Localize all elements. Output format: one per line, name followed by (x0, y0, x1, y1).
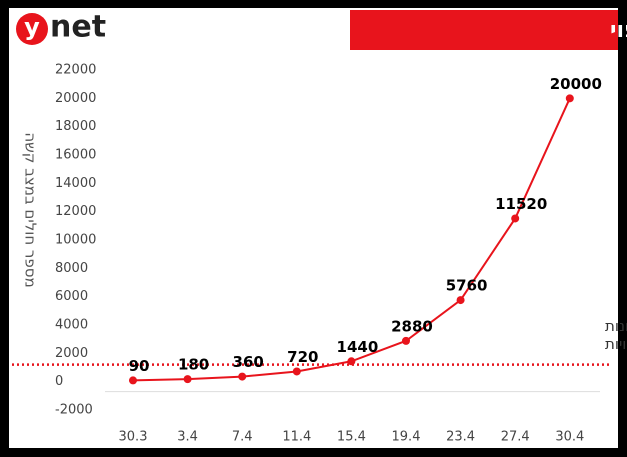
value-label: 11520 (495, 195, 547, 213)
x-tick-label: 15.4 (337, 430, 366, 445)
panel (9, 8, 618, 448)
value-label: 2880 (391, 317, 433, 335)
y-tick-label: 22000 (55, 63, 96, 78)
y-tick-label: 6000 (55, 289, 88, 304)
y-tick-label: -2000 (55, 403, 93, 418)
x-tick-label: 30.4 (555, 430, 584, 445)
value-label: 5760 (446, 277, 488, 295)
value-label: 20000 (550, 75, 602, 93)
y-tick-label: 18000 (55, 119, 96, 134)
value-label: 360 (233, 353, 264, 371)
y-tick-label: 0 (55, 374, 63, 389)
x-tick-label: 30.3 (119, 430, 148, 445)
y-tick-label: 10000 (55, 233, 96, 248)
point (511, 214, 520, 223)
point (402, 336, 410, 345)
y-tick-label: 2000 (55, 346, 88, 361)
value-label: 1440 (337, 338, 379, 356)
y-tick-label: 16000 (55, 148, 96, 163)
y-axis-label: מספר חולים במצב קשה (22, 132, 40, 287)
point (238, 372, 247, 381)
x-tick-label: 27.4 (501, 430, 530, 445)
y-tick-label: 20000 (55, 91, 96, 106)
point (129, 376, 137, 385)
x-tick-label: 7.4 (232, 430, 253, 445)
point (347, 357, 356, 366)
value-label: 180 (178, 356, 209, 374)
value-label: 90 (129, 357, 150, 375)
x-tick-label: 3.4 (177, 430, 198, 445)
point (292, 367, 301, 376)
x-tick-label: 19.4 (392, 430, 421, 445)
y-tick-label: 12000 (55, 204, 96, 219)
reference-label: ההנשמה הפנויות (605, 335, 627, 353)
title-banner (350, 10, 618, 50)
logo-mark: y (24, 13, 40, 41)
point (183, 375, 192, 384)
value-label: 720 (287, 348, 318, 366)
point (456, 296, 465, 305)
x-tick-label: 23.4 (446, 430, 475, 445)
logo-text: net (50, 10, 106, 45)
y-tick-label: 8000 (55, 261, 88, 276)
x-tick-label: 11.4 (282, 430, 311, 445)
y-tick-label: 4000 (55, 318, 88, 333)
reference-label: מספר מכונות (605, 317, 627, 335)
y-tick-label: 14000 (55, 176, 96, 191)
chart-title: גרף החולים הקשים הצפוי (610, 18, 627, 43)
point (565, 94, 574, 103)
logo-circle (16, 13, 48, 45)
